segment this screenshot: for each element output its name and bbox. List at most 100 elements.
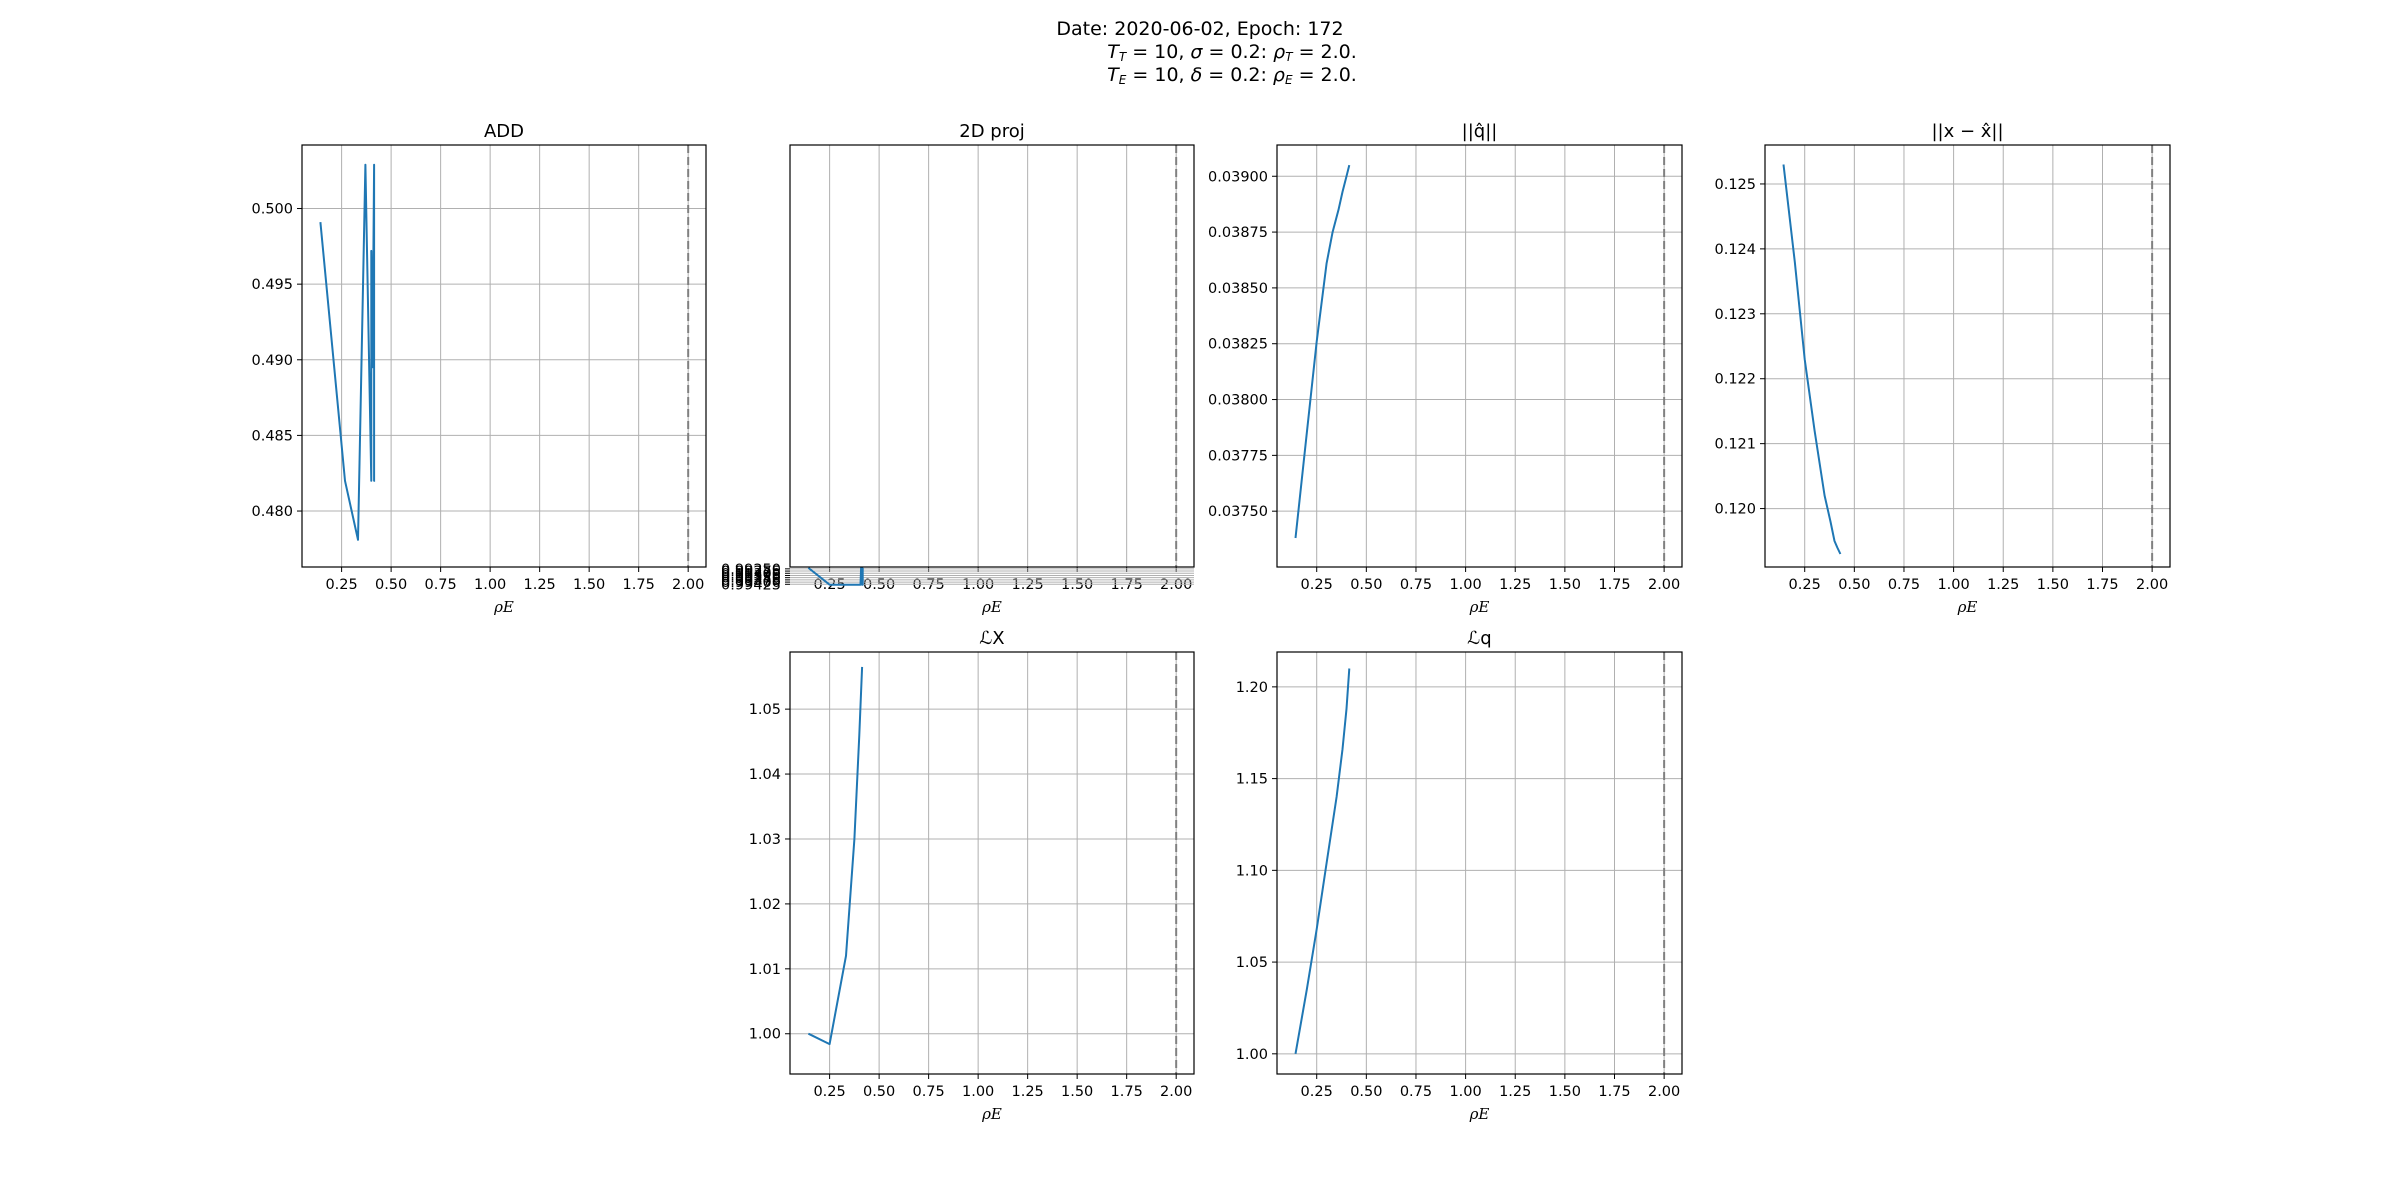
qhat-norm-series-line	[1294, 164, 1351, 539]
loss-q-x-tick-label: 1.25	[1499, 1084, 1531, 1100]
loss-q-axes-frame	[1276, 651, 1683, 1075]
proj2d-series-line	[807, 566, 864, 586]
loss-q-title: ℒq	[1467, 628, 1491, 649]
qhat-norm-axes-frame	[1276, 144, 1683, 568]
qhat-norm-subplot: 0.25 0.50 0.75 1.00 1.25 1.50 1.75 2.00 0.03750 0…	[1208, 121, 1683, 616]
qhat-norm-y-tick-label: 0.03875	[1208, 225, 1268, 241]
x-err-x-tick-label: 1.25	[1987, 577, 2019, 593]
add-x-tick-label: 2.00	[672, 577, 704, 593]
proj2d-y-tick-label: 0.99325	[721, 568, 781, 584]
x-err-x-tick-label: 0.75	[1888, 577, 1920, 593]
proj2d-y-tick-label: 0.99275	[721, 564, 781, 580]
qhat-norm-x-tick-label: 0.25	[1301, 577, 1333, 593]
loss-x-xlabel: ρE	[981, 1105, 1002, 1123]
loss-q-x-tick-label: 2.00	[1648, 1084, 1680, 1100]
x-err-x-tick-label: 1.50	[2037, 577, 2069, 593]
proj2d-x-tick-label: 0.50	[863, 577, 895, 593]
loss-x-series-line	[807, 666, 864, 1046]
suptitle-line-1: Date: 2020-06-02, Epoch: 172	[1056, 18, 1344, 40]
loss-x-x-tick-label: 1.25	[1011, 1084, 1043, 1100]
add-x-tick-label: 1.50	[573, 577, 605, 593]
loss-x-subplot: 0.25 0.50 0.75 1.00 1.25 1.50 1.75 2.00 1.00 1.01…	[749, 628, 1195, 1123]
add-x-tick-label: 1.25	[523, 577, 555, 593]
x-err-x-tick-label: 2.00	[2136, 577, 2168, 593]
suptitle-line-3: TE = 10, δ = 0.2: ρE = 2.0.	[1107, 64, 1357, 87]
add-y-tick-label: 0.500	[251, 202, 293, 218]
add-y-tick-label: 0.495	[251, 277, 293, 293]
proj2d-title: 2D proj	[959, 121, 1024, 142]
loss-q-x-tick-label: 0.75	[1400, 1084, 1432, 1100]
x-err-x-tick-label: 0.25	[1789, 577, 1821, 593]
qhat-norm-y-tick-label: 0.03850	[1208, 281, 1268, 297]
add-x-tick-label: 1.75	[623, 577, 655, 593]
qhat-norm-x-tick-label: 1.00	[1449, 577, 1481, 593]
qhat-norm-x-tick-label: 1.50	[1549, 577, 1581, 593]
add-subplot: 0.25 0.50 0.75 1.00 1.25 1.50 1.75 2.00 0.480 0.4…	[251, 121, 707, 616]
proj2d-y-tick-label: 0.99400	[721, 575, 781, 591]
qhat-norm-y-tick-label: 0.03750	[1208, 504, 1268, 520]
x-err-y-tick-label: 0.122	[1714, 372, 1756, 388]
qhat-norm-x-tick-label: 2.00	[1648, 577, 1680, 593]
x-err-subplot: 0.25 0.50 0.75 1.00 1.25 1.50 1.75 2.00 0.120 0.1…	[1714, 121, 2171, 616]
loss-q-y-tick-label: 1.15	[1236, 772, 1268, 788]
loss-q-y-tick-label: 1.00	[1236, 1047, 1268, 1063]
figure-suptitle: Date: 2020-06-02, Epoch: 172 TT = 10, σ …	[0, 18, 2400, 87]
loss-q-x-tick-label: 1.00	[1449, 1084, 1481, 1100]
x-err-x-tick-label: 1.00	[1937, 577, 1969, 593]
proj2d-y-tick-label: 0.99250	[721, 562, 781, 578]
add-x-tick-label: 0.25	[325, 577, 357, 593]
add-y-tick-label: 0.490	[251, 353, 293, 369]
loss-q-y-tick-label: 1.10	[1236, 863, 1268, 879]
qhat-norm-x-tick-label: 1.25	[1499, 577, 1531, 593]
qhat-norm-y-tick-label: 0.03900	[1208, 169, 1268, 185]
loss-x-x-tick-label: 0.75	[912, 1084, 944, 1100]
qhat-norm-y-tick-label: 0.03825	[1208, 337, 1268, 353]
qhat-norm-x-tick-label: 1.75	[1598, 577, 1630, 593]
proj2d-x-tick-label: 1.00	[962, 577, 994, 593]
qhat-norm-y-tick-label: 0.03800	[1208, 393, 1268, 409]
loss-q-x-tick-label: 0.50	[1350, 1084, 1382, 1100]
loss-q-y-tick-label: 1.05	[1236, 955, 1268, 971]
add-y-tick-label: 0.485	[251, 428, 293, 444]
loss-x-axes-frame	[789, 651, 1195, 1075]
loss-q-y-tick-label: 1.20	[1236, 680, 1268, 696]
proj2d-subplot: 0.25 0.50 0.75 1.00 1.25 1.50 1.75 2.000.992500…	[721, 121, 1195, 616]
qhat-norm-x-tick-label: 0.50	[1350, 577, 1382, 593]
loss-x-x-tick-label: 2.00	[1160, 1084, 1192, 1100]
x-err-title: ||x − x̂||	[1931, 121, 2003, 142]
qhat-norm-y-tick-label: 0.03775	[1208, 448, 1268, 464]
loss-x-y-tick-label: 1.03	[749, 832, 781, 848]
add-y-tick-label: 0.480	[251, 504, 293, 520]
loss-x-x-tick-label: 1.50	[1061, 1084, 1093, 1100]
proj2d-axes-frame	[789, 144, 1195, 568]
loss-x-x-tick-label: 0.25	[813, 1084, 845, 1100]
loss-x-y-tick-label: 1.02	[749, 897, 781, 913]
loss-x-y-tick-label: 1.00	[749, 1027, 781, 1043]
x-err-y-tick-label: 0.125	[1714, 177, 1756, 193]
proj2d-x-tick-label: 2.00	[1160, 577, 1192, 593]
loss-q-x-tick-label: 1.50	[1549, 1084, 1581, 1100]
loss-x-x-tick-label: 1.75	[1111, 1084, 1143, 1100]
proj2d-y-tick-label: 0.99300	[721, 566, 781, 582]
x-err-y-tick-label: 0.123	[1714, 307, 1756, 323]
proj2d-x-tick-label: 1.25	[1011, 577, 1043, 593]
suptitle-line-2: TT = 10, σ = 0.2: ρT = 2.0.	[1107, 41, 1357, 64]
add-x-tick-label: 0.75	[424, 577, 456, 593]
add-xlabel: ρE	[493, 598, 514, 616]
x-err-x-tick-label: 0.50	[1838, 577, 1870, 593]
proj2d-x-tick-label: 1.75	[1111, 577, 1143, 593]
qhat-norm-title: ||q̂||	[1462, 121, 1498, 142]
loss-x-x-tick-label: 1.00	[962, 1084, 994, 1100]
loss-x-y-tick-label: 1.04	[749, 767, 781, 783]
add-x-tick-label: 1.00	[474, 577, 506, 593]
add-series-line	[319, 163, 376, 541]
loss-q-x-tick-label: 0.25	[1301, 1084, 1333, 1100]
qhat-norm-xlabel: ρE	[1469, 598, 1490, 616]
loss-x-title: ℒX	[979, 628, 1004, 649]
qhat-norm-x-tick-label: 0.75	[1400, 577, 1432, 593]
proj2d-y-tick-label: 0.99350	[721, 571, 781, 587]
proj2d-y-tick-label: 0.99375	[721, 573, 781, 589]
proj2d-y-tick-label: 0.99425	[721, 577, 781, 593]
loss-q-series-line	[1294, 668, 1351, 1054]
